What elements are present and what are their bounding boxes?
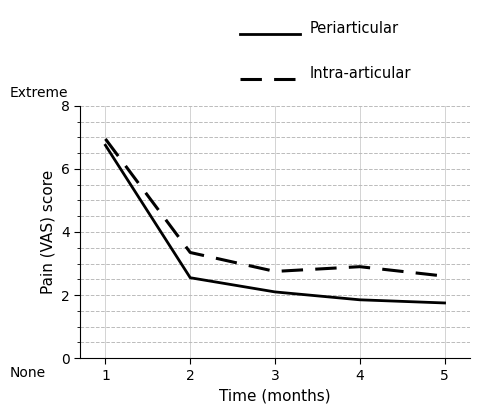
Periarticular <box>357 298 363 302</box>
Text: Extreme: Extreme <box>10 86 68 100</box>
Text: Intra-articular: Intra-articular <box>310 66 412 81</box>
Text: Periarticular: Periarticular <box>310 21 399 36</box>
Periarticular <box>442 300 448 305</box>
Text: None: None <box>10 366 46 380</box>
Y-axis label: Pain (VAS) score: Pain (VAS) score <box>40 170 55 294</box>
Periarticular <box>272 289 278 294</box>
Periarticular <box>187 275 193 280</box>
X-axis label: Time (months): Time (months) <box>219 388 331 403</box>
Intra-articular <box>357 264 363 269</box>
Intra-articular <box>102 136 108 141</box>
Intra-articular <box>442 274 448 278</box>
Line: Periarticular: Periarticular <box>106 145 444 303</box>
Intra-articular <box>187 250 193 255</box>
Line: Intra-articular: Intra-articular <box>106 139 444 276</box>
Intra-articular <box>272 269 278 274</box>
Periarticular <box>102 143 108 148</box>
